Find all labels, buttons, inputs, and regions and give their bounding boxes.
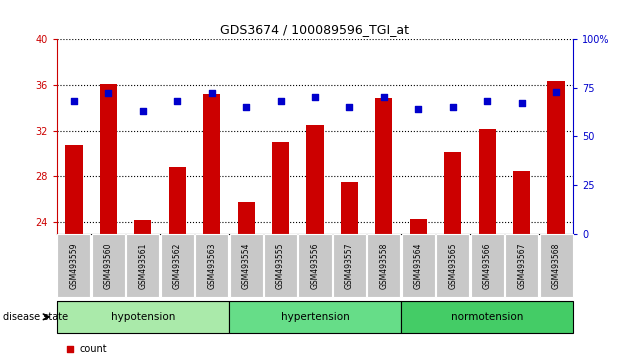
Bar — [471, 234, 504, 297]
Bar — [57, 301, 229, 333]
Bar — [539, 234, 573, 297]
Bar — [410, 219, 427, 234]
Bar — [299, 234, 331, 297]
Point — [345, 104, 355, 110]
Point — [103, 91, 113, 96]
Point — [482, 98, 492, 104]
Bar — [195, 234, 228, 297]
Bar — [272, 142, 289, 234]
Bar — [401, 301, 573, 333]
Text: GSM493561: GSM493561 — [139, 242, 147, 289]
Bar — [169, 167, 186, 234]
Bar — [547, 81, 564, 234]
Point — [517, 100, 527, 106]
Bar — [333, 234, 366, 297]
Bar — [513, 171, 530, 234]
Point — [241, 104, 251, 110]
Point — [138, 108, 148, 114]
Bar — [126, 234, 159, 297]
Bar — [161, 234, 194, 297]
Bar — [264, 234, 297, 297]
Bar — [436, 234, 469, 297]
Text: GSM493563: GSM493563 — [207, 242, 216, 289]
Bar — [57, 234, 91, 297]
Point — [310, 95, 320, 100]
Text: GSM493559: GSM493559 — [69, 242, 78, 289]
Bar — [134, 220, 151, 234]
Point — [172, 98, 182, 104]
Bar — [203, 94, 220, 234]
Text: hypotension: hypotension — [111, 312, 175, 322]
Title: GDS3674 / 100089596_TGI_at: GDS3674 / 100089596_TGI_at — [220, 23, 410, 36]
Point — [379, 95, 389, 100]
Bar — [479, 130, 496, 234]
Bar — [92, 234, 125, 297]
Text: GSM493568: GSM493568 — [552, 242, 561, 289]
Text: count: count — [80, 344, 108, 354]
Bar — [306, 125, 324, 234]
Bar — [100, 84, 117, 234]
Text: GSM493564: GSM493564 — [414, 242, 423, 289]
Text: GSM493558: GSM493558 — [379, 242, 388, 289]
Point — [69, 98, 79, 104]
Bar — [402, 234, 435, 297]
Bar — [375, 98, 392, 234]
Point — [207, 91, 217, 96]
Point — [413, 106, 423, 112]
Bar — [367, 234, 401, 297]
Text: hypertension: hypertension — [280, 312, 350, 322]
Point — [275, 98, 285, 104]
Text: GSM493556: GSM493556 — [311, 242, 319, 289]
Text: GSM493565: GSM493565 — [449, 242, 457, 289]
Text: GSM493567: GSM493567 — [517, 242, 526, 289]
Bar — [341, 182, 358, 234]
Text: normotension: normotension — [451, 312, 524, 322]
Text: GSM493562: GSM493562 — [173, 242, 181, 289]
Bar — [66, 145, 83, 234]
Bar — [229, 234, 263, 297]
Point — [551, 88, 561, 94]
Point — [448, 104, 458, 110]
Bar — [505, 234, 538, 297]
Text: GSM493555: GSM493555 — [276, 242, 285, 289]
Text: GSM493557: GSM493557 — [345, 242, 354, 289]
Point — [64, 346, 74, 352]
Bar — [444, 152, 461, 234]
Text: GSM493560: GSM493560 — [104, 242, 113, 289]
Bar — [229, 301, 401, 333]
Bar — [238, 201, 255, 234]
Text: GSM493554: GSM493554 — [242, 242, 251, 289]
Text: disease state: disease state — [3, 312, 68, 322]
Text: GSM493566: GSM493566 — [483, 242, 491, 289]
